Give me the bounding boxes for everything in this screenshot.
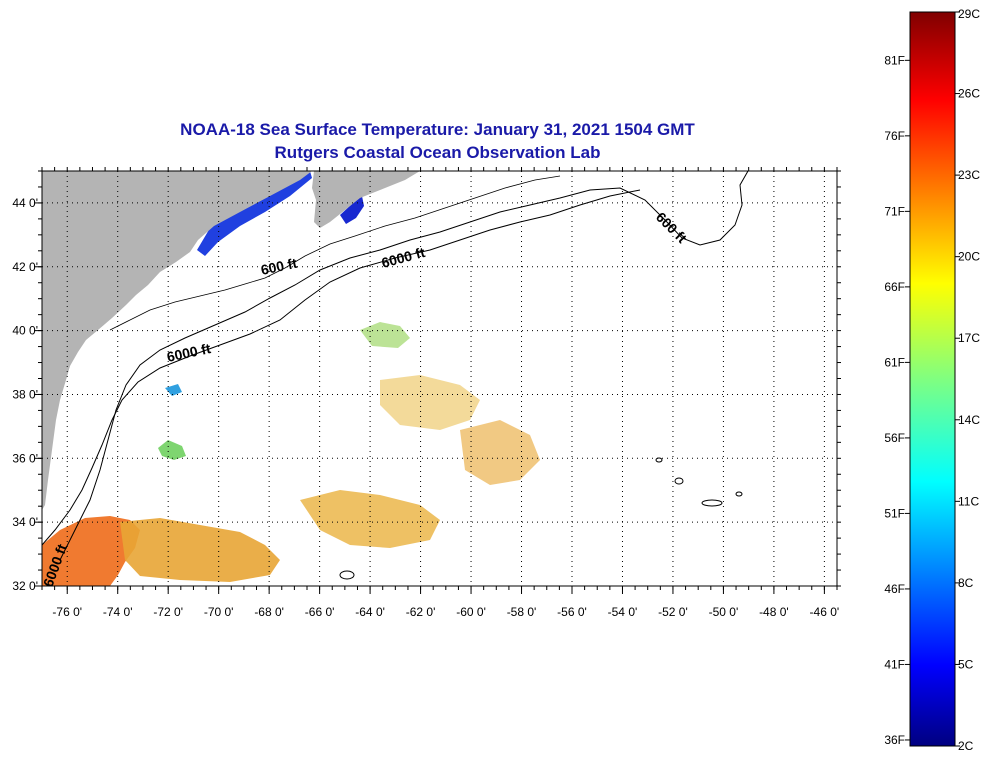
- colorbar-f-label: 36F: [884, 733, 905, 747]
- colorbar-f-label: 66F: [884, 280, 905, 294]
- colorbar-f-label: 56F: [884, 431, 905, 445]
- colorbar-f-label: 81F: [884, 53, 905, 67]
- colorbar-c-label: 14C: [958, 413, 980, 427]
- isobath-600ft: [59, 171, 749, 561]
- contour-label-600ft-north: 600 ft: [259, 255, 298, 278]
- lon-tick-label: -60 0': [456, 605, 486, 619]
- colorbar-c-label: 8C: [958, 576, 974, 590]
- lon-tick-label: -76 0': [52, 605, 82, 619]
- gulf-stream-warm-patch: [42, 516, 140, 586]
- lon-tick-label: -58 0': [507, 605, 537, 619]
- lat-tick-label: 38 0': [12, 387, 38, 401]
- isobath-shelf-inner: [109, 175, 561, 331]
- colorbar-c-label: 23C: [958, 168, 980, 182]
- colorbar-f-label: 46F: [884, 582, 905, 596]
- map-ticks: [34, 167, 841, 594]
- lon-tick-label: -64 0': [355, 605, 385, 619]
- colorbar-f-label: 41F: [884, 657, 905, 671]
- lon-tick-label: -72 0': [153, 605, 183, 619]
- lat-tick-label: 36 0': [12, 451, 38, 465]
- colorbar-f-label: 51F: [884, 506, 905, 520]
- colorbar-c-label: 29C: [958, 7, 980, 21]
- map-grid: [42, 171, 837, 586]
- colorbar-c-label: 20C: [958, 250, 980, 264]
- colorbar-gradient: [909, 11, 956, 747]
- map-axis-labels: -76 0' -74 0' -72 0' -70 0' -68 0' -66 0' -64 …: [12, 196, 839, 619]
- colorbar-c-label: 11C: [958, 494, 979, 508]
- lon-tick-label: -66 0': [305, 605, 335, 619]
- warm-patch-mid: [380, 375, 480, 430]
- seamount-contour: [701, 499, 723, 507]
- lon-tick-label: -52 0': [658, 605, 688, 619]
- colorbar-c-label: 17C: [958, 331, 980, 345]
- colorbar-f-label: 61F: [884, 355, 905, 369]
- sst-data-layer: [42, 171, 540, 586]
- lat-tick-label: 40 0': [12, 324, 38, 338]
- warm-patch-south: [120, 518, 280, 582]
- seamount-contour: [655, 457, 663, 463]
- colorbar-f-label: 76F: [884, 129, 905, 143]
- lat-tick-label: 44 0': [12, 196, 38, 210]
- map-subtitle: Rutgers Coastal Ocean Observation Lab: [274, 143, 601, 162]
- colorbar-c-label: 26C: [958, 87, 980, 101]
- land-nova-scotia: [312, 171, 420, 228]
- cyan-patch-slope: [165, 384, 182, 396]
- lon-tick-label: -50 0': [709, 605, 739, 619]
- green-patch-north: [360, 322, 410, 348]
- colorbar-f-label: 71F: [884, 204, 905, 218]
- lon-tick-label: -70 0': [204, 605, 234, 619]
- lon-tick-label: -48 0': [759, 605, 789, 619]
- warm-patch-central: [300, 490, 440, 548]
- lon-tick-label: -46 0': [810, 605, 840, 619]
- map-title: NOAA-18 Sea Surface Temperature: January…: [180, 120, 695, 139]
- colorbar-c-label: 2C: [958, 739, 974, 753]
- lat-tick-label: 32 0': [12, 579, 38, 593]
- isobath-6000ft: [42, 189, 641, 546]
- seamount-contour: [735, 491, 743, 497]
- lon-tick-label: -62 0': [406, 605, 436, 619]
- warm-patch-east: [460, 420, 540, 485]
- seamount-contour: [674, 477, 684, 485]
- lon-tick-label: -54 0': [608, 605, 638, 619]
- colorbar-labels: 29C 26C 23C 20C 17C 14C 11C 8C 5C 2C 81F 76F 71F 66F 6…: [884, 7, 980, 753]
- land-cape-breton: [340, 171, 420, 196]
- colorbar-c-label: 5C: [958, 657, 974, 671]
- seamount-contour: [339, 570, 355, 580]
- cool-patch-coast-maine: [197, 171, 312, 256]
- land-new-england: [42, 171, 312, 510]
- lat-tick-label: 34 0': [12, 515, 38, 529]
- lat-tick-label: 42 0': [12, 260, 38, 274]
- lon-tick-label: -56 0': [557, 605, 587, 619]
- lon-tick-label: -68 0': [254, 605, 284, 619]
- green-patch-slope: [158, 440, 186, 460]
- lon-tick-label: -74 0': [103, 605, 133, 619]
